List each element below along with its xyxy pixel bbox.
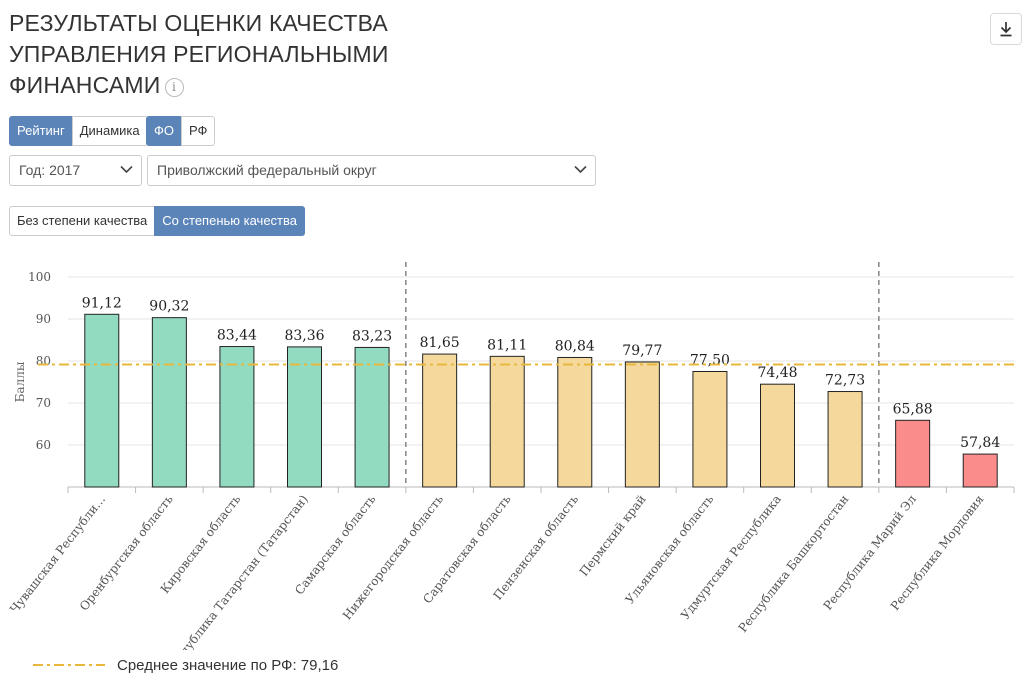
bar-value-label: 83,36: [284, 328, 324, 344]
info-icon[interactable]: i: [164, 78, 184, 97]
district-select-value: Приволжский федеральный округ: [157, 162, 377, 178]
district-select[interactable]: Приволжский федеральный округ: [147, 155, 596, 186]
mode-toggle: Рейтинг Динамика: [9, 116, 148, 146]
tab-dynamics[interactable]: Динамика: [71, 116, 148, 146]
legend-average-label: Среднее значение по РФ: 79,16: [117, 656, 339, 674]
bar-value-label: 57,84: [960, 435, 1000, 451]
bar-value-label: 81,11: [487, 337, 527, 353]
y-tick-label: 90: [36, 312, 51, 326]
y-tick-label: 70: [36, 396, 51, 410]
y-tick-label: 80: [36, 354, 51, 368]
bar: [219, 346, 255, 488]
bar: [422, 353, 458, 488]
bar-value-label: 80,84: [555, 338, 595, 354]
y-axis-label: Баллы: [13, 361, 27, 402]
bar-value-label: 79,77: [622, 343, 662, 359]
tab-rating[interactable]: Рейтинг: [9, 116, 73, 146]
bar: [84, 313, 120, 488]
bar-value-label: 77,50: [690, 353, 730, 369]
year-select-value: Год: 2017: [19, 162, 81, 178]
category-label: Республика Башкортостан: [736, 492, 852, 635]
y-tick-label: 100: [28, 270, 51, 284]
tab-with-quality[interactable]: Со степенью качества: [154, 206, 305, 236]
y-tick-label: 60: [36, 438, 51, 452]
page-title: РЕЗУЛЬТАТЫ ОЦЕНКИ КАЧЕСТВА УПРАВЛЕНИЯ РЕ…: [9, 8, 389, 101]
download-button[interactable]: [990, 13, 1022, 45]
legend: Среднее значение по РФ: 79,16: [33, 654, 338, 676]
download-icon: [1000, 22, 1012, 37]
bar: [962, 453, 998, 488]
bar: [354, 346, 390, 488]
chevron-down-icon: [574, 165, 587, 174]
bar: [827, 391, 863, 488]
bar: [692, 371, 728, 488]
bar-value-label: 65,88: [893, 401, 933, 417]
quality-toggle: Без степени качества Со степенью качеств…: [9, 206, 305, 236]
scope-toggle: ФО РФ: [146, 116, 216, 146]
tab-without-quality[interactable]: Без степени качества: [9, 206, 156, 236]
average-line-swatch: [33, 664, 105, 666]
bar-value-label: 91,12: [82, 295, 122, 311]
bar: [895, 419, 931, 488]
bar-value-label: 72,73: [825, 373, 865, 389]
tab-fo[interactable]: ФО: [146, 116, 182, 146]
bar: [287, 346, 322, 488]
chevron-down-icon: [120, 165, 133, 174]
bar: [489, 355, 525, 488]
bar: [557, 356, 593, 488]
bar-value-label: 81,65: [420, 335, 460, 351]
bar-value-label: 90,32: [149, 299, 189, 315]
category-label: Пермский край: [577, 492, 649, 579]
bar-value-label: 83,44: [217, 328, 257, 344]
year-select[interactable]: Год: 2017: [9, 155, 142, 186]
bar: [624, 361, 660, 488]
bar-value-label: 83,23: [352, 328, 392, 344]
bar-value-label: 74,48: [757, 365, 797, 381]
bar: [151, 317, 187, 488]
tab-rf[interactable]: РФ: [181, 116, 216, 146]
bar: [760, 383, 795, 488]
page-title-text: РЕЗУЛЬТАТЫ ОЦЕНКИ КАЧЕСТВА УПРАВЛЕНИЯ РЕ…: [9, 10, 389, 98]
